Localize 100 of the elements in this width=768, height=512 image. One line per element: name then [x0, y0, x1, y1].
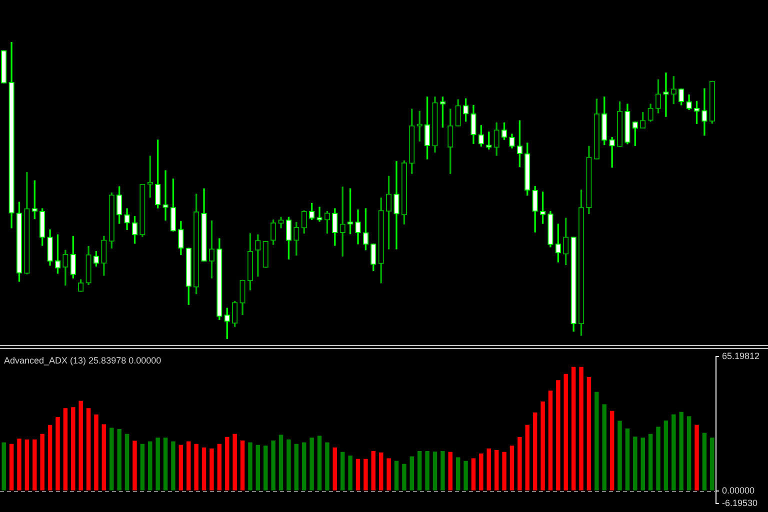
bar — [256, 444, 260, 490]
bar — [278, 434, 284, 490]
bar — [648, 434, 653, 490]
bar — [240, 440, 245, 490]
bar — [586, 377, 592, 490]
y-tick-label: 0.00000 — [722, 485, 755, 496]
bar — [110, 428, 114, 490]
bar — [410, 456, 414, 490]
bar — [202, 448, 206, 490]
bar — [618, 420, 622, 490]
bar — [371, 451, 376, 490]
bar — [263, 446, 268, 490]
bar — [294, 444, 299, 490]
bar — [510, 446, 514, 490]
bar — [40, 434, 44, 490]
bar — [271, 440, 276, 490]
bar — [425, 451, 430, 490]
candlestick — [316, 206, 322, 222]
bar — [502, 452, 506, 490]
bar — [117, 428, 122, 490]
bar — [456, 457, 460, 490]
bar — [694, 424, 699, 490]
bar — [417, 451, 422, 490]
bar — [448, 452, 453, 490]
y-tick-label: 65.19812 — [722, 350, 760, 361]
candlestick — [394, 161, 400, 250]
bar — [672, 414, 676, 490]
bar — [225, 437, 230, 490]
bar — [140, 444, 145, 490]
chart-title: Advanced_ADX (13) 25.83978 0.00000 — [4, 355, 162, 366]
bar — [9, 444, 14, 490]
candlestick — [609, 137, 615, 168]
bar — [640, 438, 645, 490]
bar — [602, 404, 606, 490]
bar — [2, 442, 6, 490]
bar — [656, 426, 660, 490]
bar — [56, 417, 60, 490]
bar — [464, 460, 468, 490]
bar — [63, 408, 68, 490]
bar — [556, 380, 560, 490]
bar — [325, 442, 330, 490]
bar — [571, 366, 576, 490]
bar — [32, 439, 37, 490]
bar — [148, 441, 152, 490]
bar — [518, 437, 522, 490]
bar — [86, 408, 91, 490]
bar — [625, 428, 630, 490]
bar — [432, 452, 438, 490]
bar — [194, 444, 198, 490]
bar — [94, 414, 98, 490]
bar — [78, 400, 83, 490]
bar — [402, 464, 406, 490]
bar — [171, 441, 176, 490]
bar — [217, 444, 222, 490]
bar — [394, 460, 399, 490]
candlestick — [162, 170, 168, 221]
bar — [232, 434, 237, 490]
bar — [340, 452, 345, 490]
bar — [348, 456, 352, 490]
bar — [664, 420, 668, 490]
bar — [210, 448, 214, 490]
bar — [440, 451, 445, 490]
bar — [686, 416, 692, 490]
bar — [356, 458, 360, 490]
bar — [17, 438, 22, 490]
bar — [24, 439, 30, 490]
y-tick-label: -6.19530 — [722, 498, 758, 508]
bar — [302, 442, 306, 490]
bar — [532, 412, 538, 490]
bar — [486, 448, 491, 490]
bar — [48, 424, 52, 490]
bar — [579, 366, 584, 490]
bar — [548, 390, 553, 490]
bar — [564, 374, 568, 490]
bar — [248, 442, 252, 490]
bar — [525, 424, 530, 490]
candlestick — [702, 88, 708, 136]
bar — [364, 458, 368, 490]
bar — [317, 436, 322, 490]
bar — [471, 458, 476, 490]
bar — [186, 441, 191, 490]
bar — [178, 444, 184, 490]
bar — [132, 440, 137, 490]
bar — [710, 438, 714, 490]
bar — [378, 452, 384, 490]
bar — [332, 448, 338, 490]
bar — [610, 410, 614, 490]
bar — [102, 424, 106, 490]
bar — [540, 402, 545, 490]
bar — [310, 438, 314, 490]
bar — [494, 450, 499, 490]
candlestick — [663, 72, 669, 117]
bar — [386, 458, 391, 490]
bar — [71, 407, 76, 490]
bar — [594, 392, 599, 490]
bar — [633, 436, 638, 490]
bar — [124, 434, 130, 490]
bar — [163, 438, 168, 490]
bar — [702, 432, 707, 490]
bar — [479, 454, 484, 490]
